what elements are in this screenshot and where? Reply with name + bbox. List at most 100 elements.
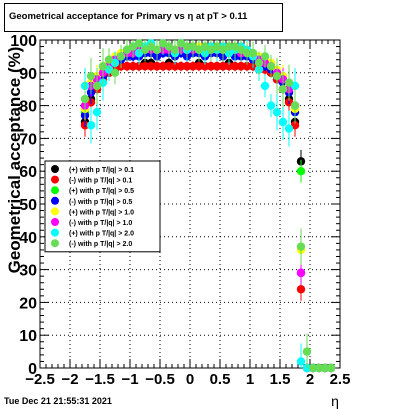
data-point	[296, 242, 306, 251]
x-tick-label: 1	[246, 371, 254, 388]
legend-marker	[51, 196, 59, 205]
legend: (+) with p T/|q| > 0.1 (-) with p T/|q| >…	[44, 160, 161, 253]
x-tick-label: −1.5	[85, 371, 115, 388]
x-tick-label: −0.5	[145, 371, 175, 388]
data-point	[86, 71, 96, 81]
data-point	[110, 68, 120, 78]
x-tick-label: −2.5	[25, 371, 55, 388]
data-point	[296, 167, 306, 176]
legend-marker	[51, 207, 59, 216]
y-tick-label: 40	[19, 230, 37, 247]
data-point	[248, 48, 258, 58]
data-point	[182, 62, 192, 71]
x-axis-label: η	[331, 393, 339, 409]
data-point	[218, 62, 228, 71]
data-point	[284, 78, 294, 87]
data-point	[104, 55, 114, 64]
x-tick-label: 2	[306, 371, 314, 388]
data-point	[320, 363, 330, 373]
data-point	[158, 62, 168, 71]
data-point	[224, 42, 234, 51]
data-point	[80, 94, 90, 104]
x-tick-label: 0	[186, 371, 194, 388]
x-tick-label: −2	[61, 371, 78, 388]
legend-label: (+) with p T/|q| > 1.0	[69, 209, 134, 216]
data-point	[92, 107, 102, 117]
data-series	[80, 39, 336, 373]
data-point	[188, 62, 198, 71]
y-tick-label: 80	[19, 99, 37, 116]
x-tick-label: 1.5	[270, 371, 291, 388]
legend-label: (+) with p T/|q| > 2.0	[69, 231, 134, 238]
data-point	[314, 363, 324, 373]
data-point	[206, 62, 216, 71]
data-point	[86, 121, 96, 130]
data-point	[212, 62, 222, 71]
data-point	[146, 62, 156, 71]
data-point	[242, 62, 252, 71]
data-point	[152, 62, 162, 71]
legend-box	[44, 160, 161, 253]
data-point	[128, 62, 138, 71]
data-point	[302, 347, 312, 356]
data-point	[296, 268, 306, 278]
legend-marker	[51, 228, 59, 237]
x-tick-label: 2.5	[330, 371, 351, 388]
data-point	[272, 71, 282, 81]
data-point	[278, 85, 288, 94]
data-point	[194, 62, 204, 71]
data-point	[182, 42, 192, 51]
data-point	[266, 101, 276, 110]
data-point	[92, 81, 102, 91]
data-point	[116, 52, 126, 61]
legend-marker	[51, 239, 59, 248]
data-point	[272, 107, 282, 117]
legend-marker	[51, 218, 59, 226]
data-point	[260, 81, 270, 91]
data-point	[134, 39, 144, 48]
data-point	[290, 101, 300, 110]
data-point	[170, 45, 180, 55]
chart-title: Geometrical acceptance for Primary vs η …	[9, 11, 248, 22]
data-point	[122, 62, 132, 71]
y-tick-label: 70	[19, 131, 37, 148]
data-point	[98, 62, 108, 71]
chart-title-box	[4, 3, 283, 32]
data-point	[296, 285, 306, 294]
y-tick-label: 100	[10, 33, 37, 50]
legend-label: (-) with p T/|q| > 0.5	[69, 199, 132, 206]
x-tick-label: −1	[121, 371, 138, 388]
data-point	[164, 62, 174, 71]
data-point	[236, 62, 246, 71]
y-tick-label: 90	[19, 66, 37, 83]
x-tick-label: 0.5	[210, 371, 231, 388]
data-point	[296, 357, 306, 366]
data-point	[134, 62, 144, 71]
axis-ticks: −2.5 −2 −1.5 −1 −0.5 0 0.5 1 1.5 2 2.5 0 10 20 30 40 50 6…	[10, 33, 350, 388]
y-tick-label: 50	[19, 197, 37, 214]
data-point	[224, 62, 234, 71]
data-point	[200, 62, 210, 71]
data-point	[152, 45, 162, 55]
legend-label: (-) with p T/|q| > 0.1	[69, 178, 132, 185]
data-point	[260, 52, 270, 61]
timestamp: Tue Dec 21 21:55:31 2021	[4, 396, 112, 406]
legend-label: (+) with p T/|q| > 0.1	[69, 167, 134, 174]
legend-label: (+) with p T/|q| > 0.5	[69, 188, 134, 195]
data-point	[170, 62, 180, 71]
data-point	[266, 62, 276, 71]
data-point	[242, 48, 252, 58]
y-axis-label: Geometrical acceptance (%)	[5, 47, 24, 274]
legend-marker	[51, 165, 59, 173]
data-point	[326, 363, 336, 373]
legend-marker	[51, 175, 59, 184]
y-tick-label: 30	[19, 263, 37, 280]
data-point	[140, 62, 150, 71]
legend-marker	[51, 186, 59, 195]
y-tick-label: 20	[19, 295, 37, 312]
y-tick-label: 10	[19, 328, 37, 345]
y-tick-label: 60	[19, 164, 37, 181]
data-point	[230, 62, 240, 71]
